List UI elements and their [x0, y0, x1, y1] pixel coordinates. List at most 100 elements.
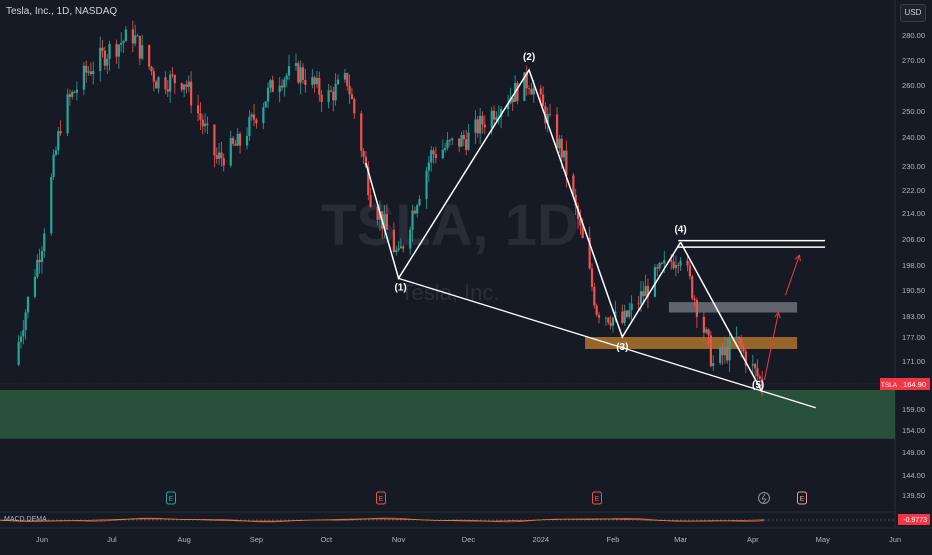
candle-body [318, 77, 321, 95]
candle-body [726, 346, 729, 361]
candle-body [122, 41, 125, 44]
earnings-marker-icon [592, 491, 602, 505]
time-tick-label: Nov [392, 535, 406, 544]
currency-button[interactable]: USD [900, 4, 926, 22]
price-tick-label: 222.00 [902, 186, 925, 195]
wave-label: (4) [674, 224, 686, 235]
candle-body [138, 36, 141, 59]
candle-body [50, 176, 53, 234]
earnings-marker-text: E [595, 496, 600, 503]
candle-body [558, 138, 561, 149]
macd-value-tag [898, 514, 930, 525]
candle-body [141, 45, 144, 59]
wave-label: (2) [523, 52, 535, 63]
candle-body [222, 158, 225, 166]
candle-body [17, 341, 20, 365]
candle-body [271, 80, 274, 92]
macd-value-text: -0.9773 [903, 517, 927, 524]
candle-body [234, 143, 237, 146]
candle-body [120, 43, 123, 45]
time-tick-label: May [816, 535, 830, 544]
candle-body [201, 119, 204, 127]
time-tick-label: Jun [36, 535, 48, 544]
candle-body [418, 199, 421, 206]
price-tick-label: 280.00 [902, 31, 925, 40]
candle-body [36, 259, 39, 277]
candle-body [269, 80, 272, 88]
candle-body [248, 116, 251, 136]
candle-body [607, 317, 610, 323]
candle-body [628, 310, 631, 317]
candle-body [695, 300, 698, 317]
candle-body [336, 79, 340, 84]
candle-body [579, 219, 582, 226]
price-axis-bg [895, 0, 932, 550]
candle-body [320, 94, 323, 103]
candle-body [728, 337, 731, 361]
candle-body [688, 265, 691, 277]
candle-body [532, 88, 535, 95]
candle-body [758, 376, 761, 379]
candle-body [89, 71, 92, 75]
candle-body [38, 259, 41, 263]
candle-body [737, 336, 740, 339]
candle-body [751, 364, 754, 366]
candle-body [299, 67, 302, 83]
candle-body [238, 133, 242, 146]
candle-body [597, 314, 601, 318]
candle-body [623, 310, 626, 323]
candle-body [99, 47, 102, 72]
candle-body [609, 322, 612, 326]
candle-body [525, 72, 528, 89]
candle-body [430, 150, 433, 163]
candle-body [40, 251, 44, 263]
candle-body [313, 77, 316, 85]
candle-body [702, 316, 705, 333]
candle-body [530, 88, 533, 95]
candle-body [343, 73, 347, 80]
earnings-marker-text: E [800, 496, 805, 503]
symbol-header: Tesla, Inc., 1D, NASDAQ [6, 6, 118, 17]
gray-zone [668, 302, 798, 313]
candle-body [171, 74, 174, 76]
candle-body [686, 260, 689, 266]
candle-body [411, 210, 414, 230]
candle-body [231, 138, 235, 144]
candle-body [539, 88, 542, 95]
candle-body [332, 91, 335, 101]
candle-body [148, 45, 151, 67]
candle-body [679, 260, 682, 266]
candle-body [621, 311, 624, 323]
candle-body [157, 77, 160, 89]
wave-label: (3) [616, 342, 628, 353]
candle-body [740, 338, 743, 348]
candle-body [71, 91, 74, 97]
candle-body [693, 298, 696, 301]
candle-body [360, 113, 363, 151]
candle-body [155, 81, 158, 89]
candle-body [92, 71, 95, 75]
wave-label: (5) [752, 380, 764, 391]
candle-body [614, 311, 617, 318]
candle-body [245, 135, 249, 146]
candle-body [416, 205, 419, 214]
candle-body [761, 378, 764, 390]
price-tick-label: 240.00 [902, 133, 925, 142]
candle-body [43, 233, 46, 252]
candle-body [674, 264, 678, 269]
time-tick-label: Aug [177, 535, 190, 544]
candle-body [383, 214, 386, 229]
candle-body [493, 110, 496, 120]
candle-body [611, 317, 615, 326]
candle-body [264, 101, 267, 108]
candle-body [169, 74, 172, 92]
price-tick-label: 177.00 [902, 333, 925, 342]
candle-body [527, 88, 531, 90]
candle-body [392, 229, 395, 253]
candle-body [311, 77, 314, 85]
candle-body [677, 264, 680, 266]
projection-arrow-head [774, 311, 781, 319]
candle-body [378, 211, 382, 220]
